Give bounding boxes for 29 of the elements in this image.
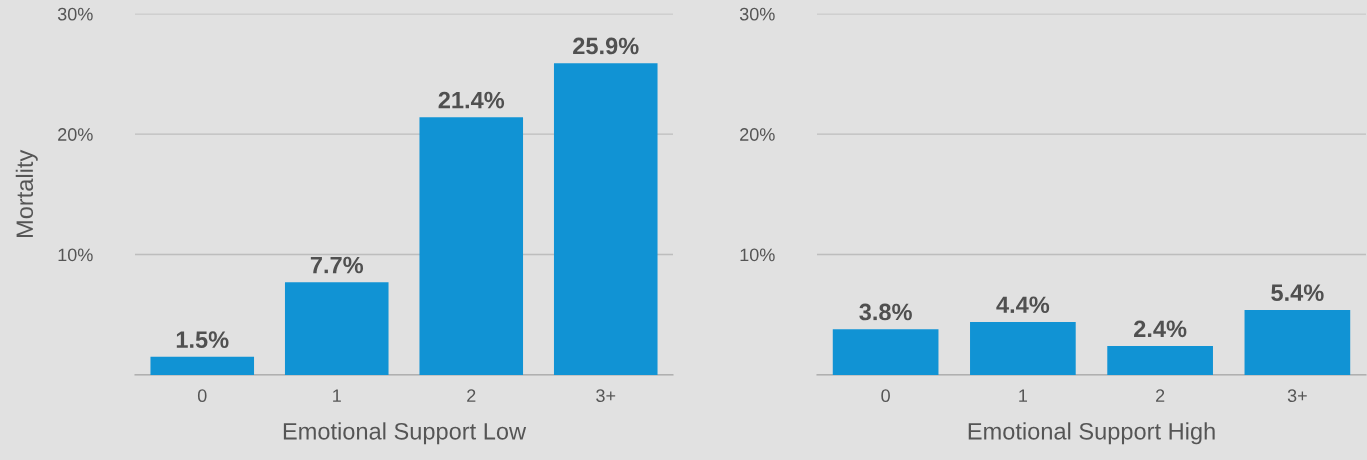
y-tick-label: 20% [740,128,775,141]
data-label: 2.4% [1134,320,1187,338]
x-axis-title: Emotional Support Low [283,422,527,445]
data-label: 3.8% [859,303,912,321]
data-label: 7.7% [310,256,364,274]
y-tick-label: 10% [740,248,775,262]
data-label: 1.5% [176,331,229,349]
y-tick-label: 10% [58,248,93,262]
y-tick-label: 30% [57,7,93,21]
y-tick-label: 30% [739,7,775,21]
data-label: 21.4% [438,91,505,109]
bar [419,117,524,375]
x-tick-label: 3+ [1287,389,1307,403]
bar [284,282,389,375]
data-label: 25.9% [573,37,639,55]
x-tick-label: 3+ [596,389,616,403]
bar [553,63,658,375]
bar [150,356,255,375]
x-tick-label: 2 [1156,389,1165,402]
x-tick-label: 0 [881,389,890,403]
y-axis-title: Mortality [15,149,38,238]
y-tick-label: 20% [58,128,93,141]
x-tick-label: 2 [467,389,476,402]
x-axis-title: Emotional Support High [968,422,1215,445]
x-tick-label: 0 [197,389,207,403]
data-label: 5.4% [1271,284,1324,302]
data-label: 4.4% [996,296,1050,314]
x-tick-label: 1 [333,389,341,402]
x-tick-label: 1 [1019,389,1028,402]
